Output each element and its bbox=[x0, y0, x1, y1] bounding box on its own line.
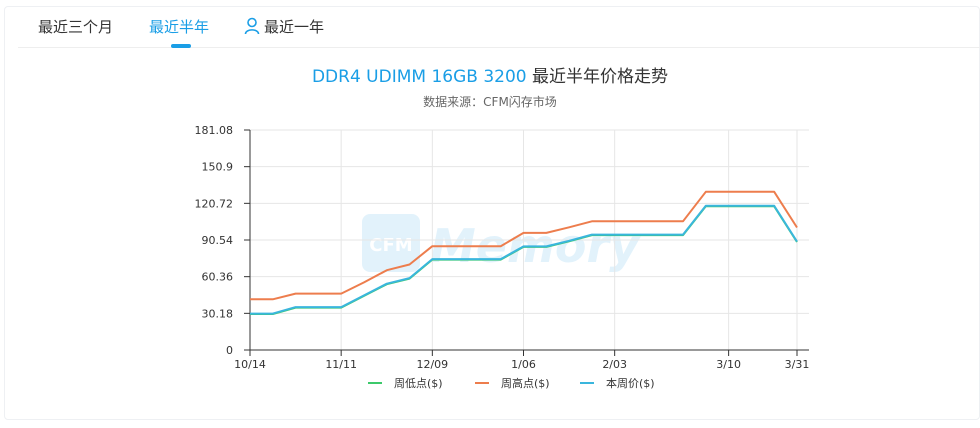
chart-card bbox=[4, 6, 980, 420]
series-line-2 bbox=[250, 204, 798, 315]
x-tick-label: 12/09 bbox=[416, 358, 448, 371]
chart-title-product: DDR4 UDIMM 16GB 3200 bbox=[311, 67, 527, 87]
legend-label-1: 周高点($) bbox=[501, 376, 550, 390]
x-tick-label: 3/31 bbox=[785, 358, 810, 371]
legend-label-2: 本周价($) bbox=[606, 376, 655, 390]
y-tick-label: 0 bbox=[226, 344, 233, 357]
tab-one-year-label: 最近一年 bbox=[264, 18, 325, 36]
y-tick-label: 90.54 bbox=[202, 234, 234, 247]
chart-title-period: 最近半年价格走势 bbox=[526, 67, 669, 87]
legend-label-0: 周低点($) bbox=[394, 377, 443, 390]
y-tick-label: 30.18 bbox=[202, 307, 234, 320]
svg-text:CFM: CFM bbox=[369, 235, 412, 256]
chart-title: DDR4 UDIMM 16GB 3200 最近半年价格走势 bbox=[0, 62, 980, 87]
watermark-logo: CFM Memory bbox=[362, 214, 641, 273]
y-tick-label: 60.36 bbox=[202, 271, 234, 284]
tab-half-year[interactable]: 最近半年 bbox=[149, 18, 210, 36]
user-icon bbox=[244, 17, 260, 35]
x-tick-label: 3/10 bbox=[716, 358, 741, 371]
x-tick-label: 10/14 bbox=[234, 358, 266, 371]
y-tick-label: 150.9 bbox=[202, 161, 234, 174]
chart-subtitle: 数据来源：CFM闪存市场 bbox=[423, 95, 557, 109]
x-tick-label: 2/03 bbox=[602, 358, 627, 371]
series-line-1 bbox=[250, 190, 798, 301]
active-tab-indicator bbox=[171, 44, 191, 48]
y-tick-label: 120.72 bbox=[195, 197, 234, 210]
y-tick-label: 181.08 bbox=[195, 124, 234, 137]
tab-three-months[interactable]: 最近三个月 bbox=[38, 18, 114, 36]
period-tabs: 最近三个月 最近半年 最近一年 bbox=[18, 6, 980, 48]
x-tick-label: 11/11 bbox=[325, 358, 357, 371]
x-tick-label: 1/06 bbox=[511, 358, 536, 371]
tab-one-year[interactable]: 最近一年 bbox=[244, 16, 324, 37]
